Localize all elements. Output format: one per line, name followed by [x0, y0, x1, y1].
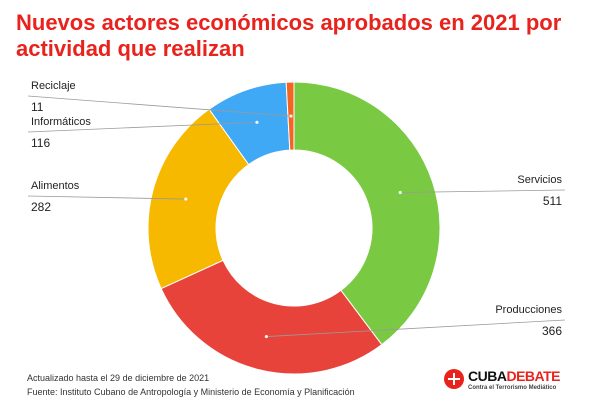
leader-line-alimentos	[27, 195, 186, 200]
slice-label-producciones: Producciones	[495, 304, 562, 316]
slice-servicios	[293, 81, 441, 346]
brand-tagline: Contra el Terrorismo Mediático	[468, 385, 557, 391]
brand-name-part2: DEBATE	[506, 368, 560, 384]
slice-label-servicios: Servicios	[517, 174, 562, 186]
leader-dot-producciones	[264, 334, 268, 339]
leader-dot-servicios	[398, 190, 402, 195]
cubadebate-logo: CUBADEBATE Contra el Terrorismo Mediátic…	[444, 368, 574, 398]
slice-value-informaticos: 116	[31, 136, 50, 150]
slice-alimentos	[147, 108, 250, 290]
slice-producciones	[160, 259, 383, 375]
slice-value-alimentos: 282	[31, 200, 51, 214]
leader-line-reciclaje	[27, 95, 292, 117]
leader-line-servicios	[400, 189, 566, 193]
slice-value-servicios: 511	[543, 194, 562, 208]
slice-value-reciclaje: 11	[31, 100, 44, 114]
slice-label-alimentos: Alimentos	[31, 180, 80, 192]
update-note: Actualizado hasta el 29 de diciembre de …	[27, 373, 210, 383]
source-note: Fuente: Instituto Cubano de Antropología…	[27, 387, 355, 397]
brand-name: CUBADEBATE	[468, 368, 560, 384]
brand-name-part1: CUBA	[468, 368, 507, 384]
leader-line-producciones	[266, 319, 566, 337]
leader-dot-alimentos	[184, 197, 188, 201]
leader-dot-reciclaje	[289, 114, 293, 118]
leader-dot-informaticos	[255, 120, 259, 124]
cubadebate-emblem-icon	[444, 369, 464, 389]
slice-value-producciones: 366	[542, 324, 562, 338]
slice-label-reciclaje: Reciclaje	[31, 80, 76, 92]
leader-line-informaticos	[27, 121, 257, 133]
chart-title: Nuevos actores económicos aprobados en 2…	[16, 10, 562, 61]
slice-label-informaticos: Informáticos	[31, 116, 91, 128]
